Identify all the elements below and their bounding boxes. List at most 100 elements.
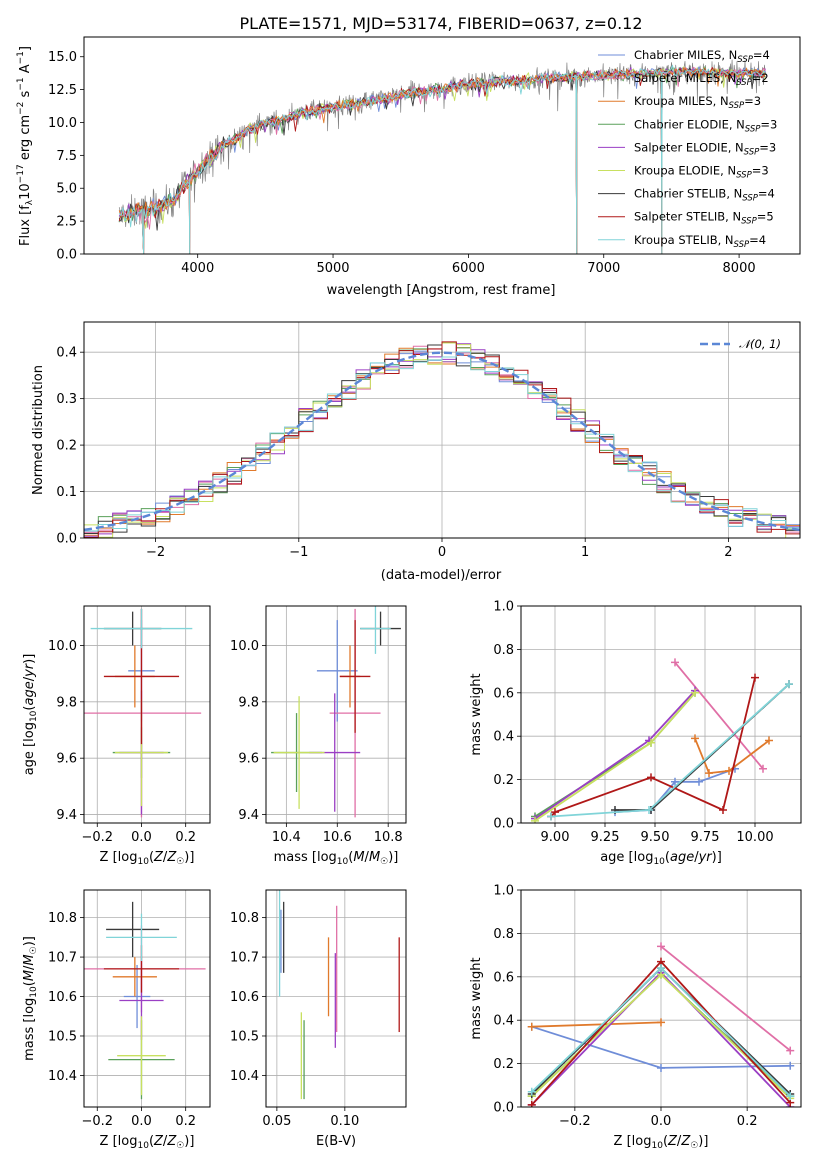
weight_vs_Z-ytick-label-2: 0.4 — [493, 1014, 514, 1029]
residuals-xtick-label-1: −1 — [289, 545, 308, 560]
spectrum-legend-label-5: Kroupa ELODIE, NSSP=3 — [634, 164, 769, 181]
age_vs_Z-ylabel-part: )] — [22, 654, 37, 664]
weight_vs_age-ytick-label-3: 0.6 — [493, 686, 514, 701]
weight_vs_age-series-0-marker-2 — [671, 777, 679, 786]
age_vs_Z-xlabel-part: Z — [153, 850, 164, 865]
residuals-axes: −2 −1 0 1 2 0.0 0.1 0.2 0.3 0.4 (data-model)/error… — [31, 321, 801, 583]
mass_vs_Z-xtick-label-2: 0.2 — [175, 1114, 196, 1129]
spectrum-ylabel-part: 10 — [18, 183, 33, 200]
weight_vs_age-axes: 9.00 9.25 9.50 9.75 10.00 0.0 0.2 0.4 0.6 0.8 1.0 a… — [469, 600, 802, 867]
spectrum-legend-label-part: =5 — [757, 210, 774, 224]
weight_vs_age-series-1-marker-1 — [759, 764, 767, 773]
age_vs_Z-ylabel-part: yr — [22, 662, 37, 678]
spectrum-xlabel-part: wavelength [Angstrom, rest frame] — [327, 283, 556, 298]
age_vs_Z-xlabel-part: 10 — [137, 857, 149, 867]
mass_vs_Z-xlabel-part: Z — [153, 1134, 164, 1149]
mass_vs_Z-xlabel-part: Z — [166, 1134, 177, 1149]
spectrum-xtick-label-1: 5000 — [316, 261, 349, 276]
weight_vs_age-series-1 — [674, 661, 764, 770]
age_vs_mass-xtick-label-1: 10.6 — [323, 830, 352, 845]
spectrum-legend-label-part: =4 — [749, 233, 766, 247]
spectrum-legend-label-part: SSP — [744, 147, 760, 157]
weight_vs_age-series-8-marker-2 — [785, 680, 793, 689]
spectrum-legend-label-part: =3 — [744, 94, 761, 108]
weight_vs_Z-xlabel-part: ( — [663, 1134, 668, 1149]
weight_vs_age-ytick-label-5: 1.0 — [493, 600, 514, 615]
weight_vs_Z-xtick-label-0: −0.2 — [559, 1114, 591, 1129]
mass_vs_Z-ytick-label-4: 10.8 — [48, 911, 77, 926]
weight_vs_age-series-2 — [694, 738, 770, 774]
weight_vs_age-xtick-label-1: 9.25 — [591, 830, 620, 845]
spectrum-ytick-label-2: 5.0 — [56, 182, 77, 197]
weight_vs_age-series-7-marker-2 — [647, 773, 655, 782]
weight_vs_age-series-8-marker-1 — [645, 805, 653, 814]
weight_vs_Z-plot-area — [521, 890, 801, 1107]
spectrum-ytick-label-3: 7.5 — [56, 149, 77, 164]
weight_vs_age-ytick-label-4: 0.8 — [493, 643, 514, 658]
weight_vs_age-ytick-label-1: 0.2 — [493, 773, 514, 788]
spectrum-legend-label-part: Kroupa MILES, N — [634, 94, 729, 108]
mass_vs_Z-ylabel-part: )] — [22, 936, 37, 946]
age_vs_mass-ytick-label-3: 10.0 — [230, 639, 259, 654]
age_vs_Z-xlabel-part: ( — [149, 850, 154, 865]
spectrum-legend-label-part: =3 — [760, 117, 777, 131]
weight_vs_Z-xlabel-part: Z — [680, 1134, 691, 1149]
age_vs_mass-ytick-label-2: 9.8 — [238, 695, 259, 710]
weight_vs_age-series-7-marker-1 — [551, 808, 559, 817]
spectrum-legend-label-0: Chabrier MILES, NSSP=4 — [634, 48, 770, 65]
weight_vs_Z-axes: −0.2 0.0 0.20.00.20.40.60.81.0Z [log10(Z/Z… — [469, 884, 802, 1151]
residuals-xtick-label-0: −2 — [146, 545, 165, 560]
weight_vs_age-xlabel-part: ( — [665, 850, 670, 865]
age_vs_mass-xlabel-part: / — [365, 850, 370, 865]
mass_vs_Z-ylabel-part: M — [22, 970, 37, 981]
spectrum-ylabel-part: A — [18, 64, 33, 77]
weight_vs_age-ytick-label-0: 0.0 — [493, 817, 514, 832]
spectrum-xtick-label-0: 4000 — [181, 261, 214, 276]
spectrum-axes: 4000 5000 6000 7000 8000 0.0 2.5 5.0 7.5 10.0 12.5… — [16, 36, 801, 298]
age_vs_mass-xlabel-part: )] — [388, 850, 398, 865]
mass_vs_ebv-plot-area — [266, 890, 406, 1107]
weight_vs_Z-ylabel: mass weight — [469, 957, 484, 1039]
mass_vs_Z-xlabel-part: ( — [149, 1134, 154, 1149]
residuals-hist-6 — [84, 344, 800, 538]
spectrum-frame — [83, 36, 801, 255]
mass_vs_Z-xtick-label-0: −0.2 — [81, 1114, 113, 1129]
age_vs_mass-xlabel-part: M — [353, 850, 364, 865]
spectrum-ylabel-part: −2 — [16, 102, 26, 115]
spectrum-legend-label-part: =4 — [753, 48, 770, 62]
spectrum-ylabel-part: Flux [f — [18, 205, 33, 246]
age_vs_mass-frame — [265, 605, 407, 824]
age_vs_mass-xlabel-part: 10 — [337, 857, 349, 867]
weight_vs_Z-xtick-label-2: 0.2 — [737, 1114, 758, 1129]
weight_vs_age-xlabel-part: / — [694, 850, 699, 865]
mass_vs_Z-ytick-label-2: 10.6 — [48, 990, 77, 1005]
weight_vs_age-xlabel-part: age — [670, 850, 694, 865]
weight_vs_age-xlabel: age [log10(age/yr)] — [600, 850, 722, 867]
mass_vs_Z-xlabel-part: )] — [184, 1134, 194, 1149]
mass_vs_ebv-xlabel-part: E(B-V) — [316, 1134, 356, 1149]
mass_vs_ebv-ytick-label-3: 10.7 — [230, 951, 259, 966]
age_vs_Z-xtick-label-2: 0.2 — [175, 830, 196, 845]
weight_vs_Z-ytick-label-5: 1.0 — [493, 884, 514, 899]
age_vs_Z-xtick-label-0: −0.2 — [81, 830, 113, 845]
weight_vs_Z-xlabel-part: / — [677, 1134, 682, 1149]
age_vs_Z-ylabel-part: 10 — [29, 710, 39, 722]
mass_vs_Z-xlabel-part: ☉ — [176, 1141, 184, 1151]
spectrum-legend-label-part: SSP — [742, 194, 758, 204]
mass_vs_Z-ylabel-part: ☉ — [29, 946, 39, 954]
age_vs_Z-xlabel-part: )] — [184, 850, 194, 865]
weight_vs_Z-series-8-marker-1 — [657, 964, 665, 973]
residuals-plot-area — [84, 322, 800, 538]
age_vs_Z-frame — [83, 605, 211, 824]
spectrum-legend-label-part: SSP — [736, 171, 752, 181]
spectrum-legend-label-part: Salpeter STELIB, N — [634, 210, 741, 224]
weight_vs_Z-ytick-label-0: 0.0 — [493, 1101, 514, 1116]
spectrum-legend-label-8: Kroupa STELIB, NSSP=4 — [634, 233, 766, 250]
mass_vs_ebv-ytick-label-4: 10.8 — [230, 911, 259, 926]
weight_vs_Z-xlabel-part: ☉ — [690, 1141, 698, 1151]
mass_vs_ebv-axes: 0.05 0.10 10.4 10.5 10.6 10.7 10.8 E(B-V) — [230, 889, 407, 1149]
spectrum-ylabel-part: −17 — [16, 164, 26, 183]
age_vs_mass-xtick-label-2: 10.8 — [374, 830, 403, 845]
